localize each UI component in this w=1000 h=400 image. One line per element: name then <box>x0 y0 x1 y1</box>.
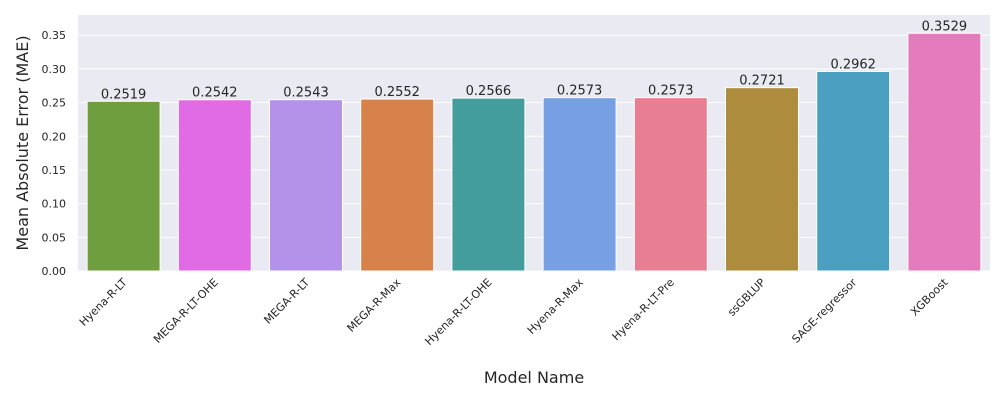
x-axis-ticks: Hyena-R-LT MEGA-R-LT-OHE MEGA-R-LT MEGA-R-M… <box>77 275 951 348</box>
bar <box>269 99 343 272</box>
y-axis-title: Mean Absolute Error (MAE) <box>13 35 32 250</box>
x-tick-label: SAGE-regressor <box>789 276 859 346</box>
bar-value-label: 0.2962 <box>830 57 876 72</box>
bar <box>816 70 891 272</box>
x-tick-label: Hyena-R-Max <box>525 276 586 337</box>
data-labels: 0.2519 0.2542 0.2543 0.2552 0.2566 0.2573 0.25… <box>101 19 967 102</box>
x-tick-label: MEGA-R-Max <box>345 276 404 335</box>
bar-value-label: 0.2573 <box>557 84 603 99</box>
bar-value-label: 0.2542 <box>192 86 238 101</box>
x-tick-label: XGBoost <box>908 275 951 318</box>
bar-value-label: 0.2721 <box>739 74 785 89</box>
bar-value-label: 0.2566 <box>466 84 512 99</box>
bar-value-label: 0.2552 <box>374 85 420 100</box>
x-axis-title: Model Name <box>484 368 584 387</box>
x-tick-label: MEGA-R-LT <box>261 276 312 327</box>
bar <box>177 99 252 272</box>
y-tick-label: 0.20 <box>42 130 67 143</box>
y-tick-label: 0.05 <box>42 231 67 244</box>
y-axis-ticks: 0.00 0.05 0.10 0.15 0.20 0.25 0.30 0.35 <box>42 29 67 278</box>
bar <box>542 97 617 272</box>
y-tick-label: 0.00 <box>42 265 67 278</box>
bar <box>451 97 526 272</box>
bar <box>633 97 708 272</box>
bar <box>86 100 161 272</box>
x-tick-label: Hyena-R-LT-Pre <box>610 276 677 343</box>
x-tick-label: ssGBLUP <box>725 276 768 319</box>
x-tick-label: MEGA-R-LT-OHE <box>151 276 221 346</box>
y-tick-label: 0.35 <box>42 29 67 42</box>
bar-value-label: 0.2573 <box>648 84 694 99</box>
bar <box>907 32 982 272</box>
y-tick-label: 0.25 <box>42 97 67 110</box>
bars <box>86 32 982 272</box>
y-tick-label: 0.30 <box>42 63 67 76</box>
bar <box>360 98 435 272</box>
x-tick-label: Hyena-R-LT-OHE <box>422 276 494 348</box>
y-tick-label: 0.15 <box>42 164 67 177</box>
bar-value-label: 0.2519 <box>101 87 147 102</box>
y-tick-label: 0.10 <box>42 198 67 211</box>
bar-value-label: 0.2543 <box>283 86 329 101</box>
bar <box>725 87 799 272</box>
bar-value-label: 0.3529 <box>922 19 968 34</box>
x-tick-label: Hyena-R-LT <box>77 276 130 329</box>
